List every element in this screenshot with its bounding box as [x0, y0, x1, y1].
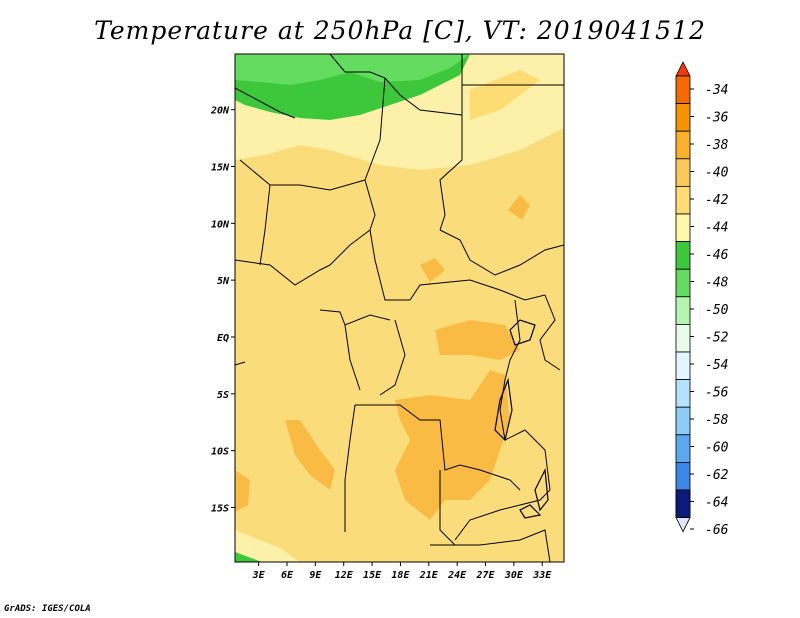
lon-tick-label: 27E	[476, 570, 496, 581]
colorbar-label: -40	[705, 166, 729, 181]
credit-text: GrADS: IGES/COLA	[4, 604, 91, 614]
colorbar-label: -54	[705, 358, 728, 373]
colorbar-bottom-arrow	[675, 517, 691, 533]
colorbar-label: -44	[705, 221, 728, 236]
colorbar-label: -66	[705, 523, 729, 538]
colorbar-swatch	[675, 130, 691, 160]
latitude-axis: 20N 15N 10N 5N EQ 5S 10S 15S	[210, 106, 235, 514]
colorbar-swatch	[675, 461, 691, 491]
lon-tick-label: 21E	[419, 570, 439, 581]
contour-minus42-ne-streak	[470, 70, 540, 120]
colorbar-swatch	[675, 213, 691, 243]
colorbar-swatch	[675, 75, 691, 105]
colorbar-boxes	[675, 61, 691, 533]
colorbar-label: -60	[705, 441, 729, 456]
lat-tick-label: 10S	[211, 447, 229, 458]
colorbar-swatch	[675, 268, 691, 298]
colorbar-swatch	[675, 103, 691, 132]
lat-tick-label: 10N	[211, 219, 230, 230]
contour-minus44-sw	[235, 548, 262, 562]
contour-minus38-far-west	[235, 470, 250, 512]
lat-tick-label: EQ	[217, 333, 229, 344]
lat-tick-label: 5N	[217, 276, 230, 287]
contour-minus38-nc	[420, 258, 445, 282]
colorbar-swatch	[675, 379, 691, 408]
map-frame	[234, 53, 565, 563]
lon-tick-label: 33E	[532, 570, 552, 581]
colorbar-label: -48	[705, 276, 729, 291]
lakes	[494, 319, 549, 519]
colorbar-swatch	[675, 351, 691, 381]
colorbar-swatch	[675, 158, 691, 187]
lon-tick-label: 6E	[281, 570, 294, 581]
colorbar-label: -46	[705, 248, 729, 263]
lon-tick-label: 3E	[252, 570, 266, 581]
lon-tick-label: 30E	[504, 570, 524, 581]
lon-tick-label: 15E	[363, 570, 382, 581]
colorbar-label: -34	[705, 83, 728, 98]
colorbar-label: -56	[705, 386, 729, 401]
colorbar-label: -58	[705, 413, 729, 428]
colorbar-top-arrow	[675, 61, 691, 77]
country-borders	[234, 53, 565, 563]
map-title: Temperature at 250hPa [C], VT: 201904151…	[94, 16, 706, 45]
lon-tick-label: 24E	[447, 570, 467, 581]
colorbar-swatch	[675, 434, 691, 463]
contour-minus38-ne	[508, 195, 530, 220]
lat-tick-label: 20N	[210, 106, 230, 117]
contour-minus38-center	[435, 320, 520, 360]
colorbar-labels: -34 -36 -38 -40 -42 -44 -46 -48 -50 -52 -54 -56 -58 -…	[690, 83, 729, 538]
colorbar-label: -62	[705, 468, 729, 483]
contour-minus38-west	[285, 420, 335, 490]
lon-tick-label: 18E	[391, 570, 410, 581]
colorbar-label: -42	[705, 193, 729, 208]
colorbar-swatch	[675, 489, 691, 519]
lat-tick-label: 15N	[211, 163, 230, 174]
contour-minus42-sw	[235, 530, 300, 562]
colorbar-label: -38	[705, 138, 729, 153]
colorbar-swatch	[675, 241, 691, 270]
lon-tick-label: 9E	[309, 570, 322, 581]
lon-tick-label: 12E	[335, 570, 354, 581]
colorbar-label: -52	[705, 331, 729, 346]
lat-tick-label: 5S	[217, 390, 229, 401]
colorbar-label: -36	[705, 111, 729, 126]
contour-minus46-north	[235, 54, 470, 85]
longitude-axis: 3E 6E 9E 12E 15E 18E 21E 24E 27E 30E 33E	[252, 562, 552, 581]
contour-minus38-south	[395, 370, 510, 520]
colorbar-label: -64	[705, 496, 728, 511]
colorbar-swatch	[675, 406, 691, 436]
colorbar-label: -50	[705, 303, 729, 318]
colorbar-swatch	[675, 185, 691, 215]
colorbar-swatch	[675, 323, 691, 353]
colorbar-swatch	[675, 296, 691, 325]
lat-tick-label: 15S	[211, 503, 229, 514]
